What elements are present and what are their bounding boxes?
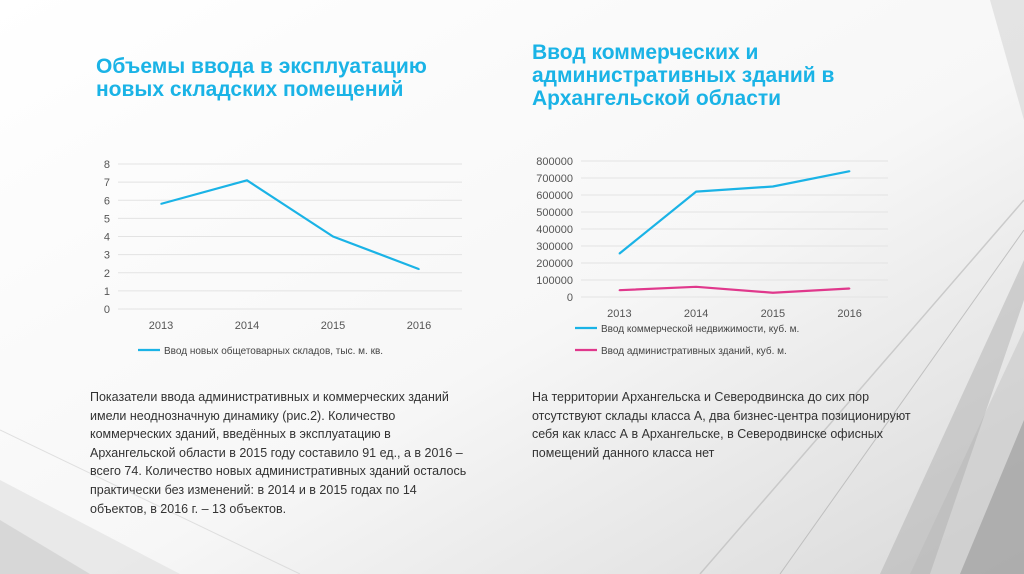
right-chart-title: Ввод коммерческих и административных зда… bbox=[532, 41, 835, 110]
y-tick-label: 300000 bbox=[536, 241, 573, 253]
legend-label: Ввод административных зданий, куб. м. bbox=[601, 345, 787, 357]
y-tick-label: 0 bbox=[567, 292, 573, 304]
series-line-2 bbox=[619, 285, 850, 294]
data-point bbox=[160, 203, 162, 205]
left-chart-title: Объемы ввода в эксплуатацию новых складс… bbox=[96, 55, 427, 101]
data-point bbox=[618, 289, 621, 291]
x-tick-label: 2016 bbox=[837, 308, 861, 320]
y-tick-label: 400000 bbox=[536, 224, 573, 236]
series-line-1 bbox=[618, 170, 850, 255]
data-point bbox=[772, 185, 774, 188]
data-point bbox=[418, 268, 420, 270]
data-point bbox=[695, 286, 697, 288]
y-tick-label: 3 bbox=[104, 250, 110, 262]
data-point bbox=[246, 179, 248, 182]
data-point bbox=[772, 291, 774, 294]
y-tick-label: 8 bbox=[104, 159, 110, 171]
y-tick-label: 4 bbox=[104, 232, 110, 244]
x-tick-label: 2013 bbox=[149, 320, 173, 332]
legend-label: Ввод новых общетоварных складов, тыс. м.… bbox=[164, 345, 383, 357]
data-point bbox=[848, 170, 851, 172]
data-point bbox=[618, 252, 621, 255]
y-tick-label: 0 bbox=[104, 304, 110, 316]
left-description-paragraph: Показатели ввода административных и комм… bbox=[90, 390, 467, 516]
right-description-paragraph: На территории Архангельска и Северодвинс… bbox=[532, 390, 911, 460]
y-tick-label: 100000 bbox=[536, 275, 573, 287]
y-tick-label: 6 bbox=[104, 195, 110, 207]
x-tick-label: 2015 bbox=[321, 320, 345, 332]
x-tick-label: 2014 bbox=[235, 320, 259, 332]
series-line-1 bbox=[160, 179, 420, 271]
data-point bbox=[848, 287, 851, 290]
data-point bbox=[332, 235, 334, 238]
y-tick-label: 600000 bbox=[536, 190, 573, 202]
x-tick-label: 2013 bbox=[607, 308, 631, 320]
y-tick-label: 2 bbox=[104, 268, 110, 280]
warehouse-volume-chart: 0 1 2 3 4 5 6 7 8 2013 2014 2015 2016 Ввод новых обще… bbox=[104, 159, 462, 357]
x-tick-label: 2015 bbox=[761, 308, 785, 320]
y-tick-label: 200000 bbox=[536, 258, 573, 270]
data-point bbox=[695, 190, 697, 193]
y-tick-label: 800000 bbox=[536, 156, 573, 168]
y-tick-label: 700000 bbox=[536, 173, 573, 185]
legend-label: Ввод коммерческой недвижимости, куб. м. bbox=[601, 323, 799, 335]
x-tick-label: 2016 bbox=[407, 320, 431, 332]
y-tick-label: 500000 bbox=[536, 207, 573, 219]
y-tick-label: 1 bbox=[104, 286, 110, 298]
y-tick-label: 5 bbox=[104, 213, 110, 225]
commercial-admin-buildings-chart: 0 100000 200000 300000 400000 500000 600000 700… bbox=[536, 156, 888, 357]
y-tick-label: 7 bbox=[104, 177, 110, 189]
x-tick-label: 2014 bbox=[684, 308, 708, 320]
